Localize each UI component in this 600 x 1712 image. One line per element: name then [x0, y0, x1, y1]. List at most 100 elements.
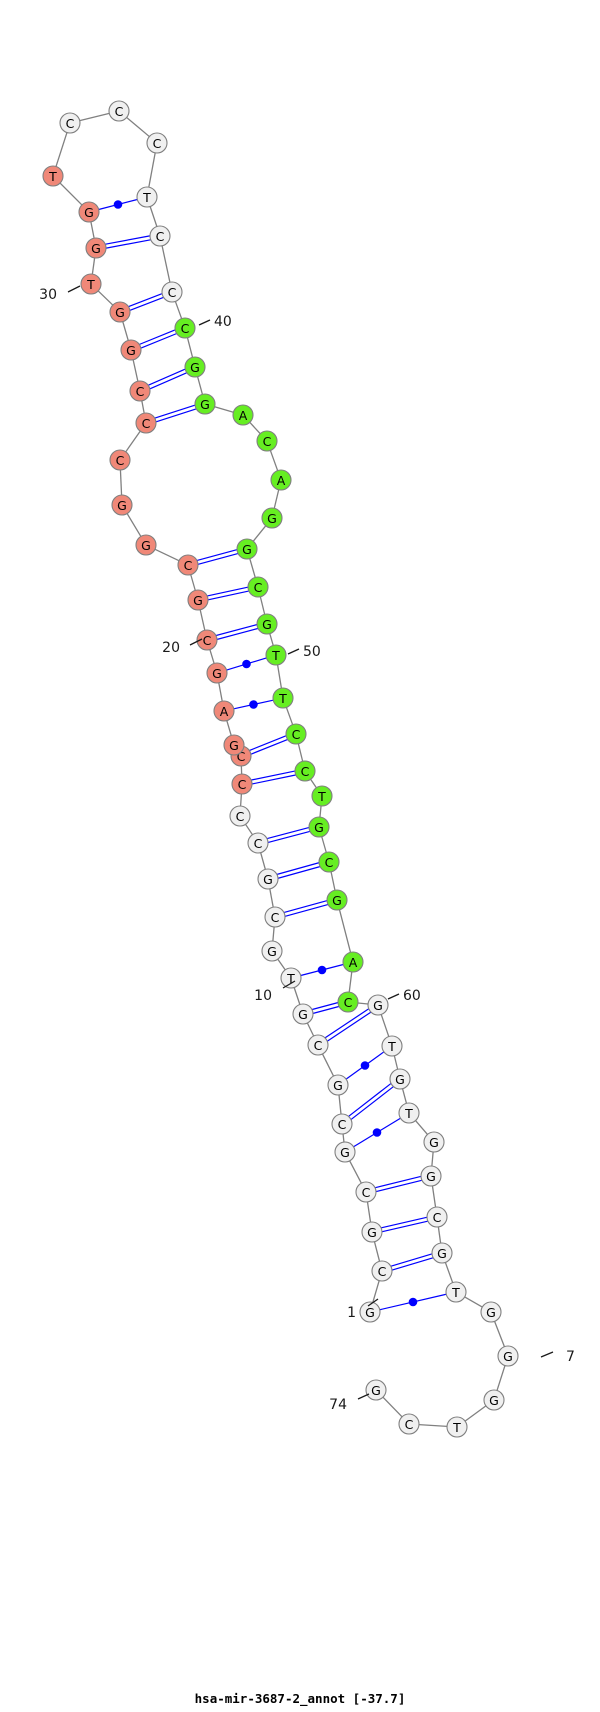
base-node[interactable]: C: [247, 832, 269, 854]
base-letter: G: [117, 498, 127, 513]
backbone-segment: [382, 1396, 403, 1418]
base-circle: [161, 281, 183, 303]
base-node[interactable]: A: [232, 404, 254, 426]
base-letter: C: [338, 1117, 347, 1132]
base-node[interactable]: G: [261, 940, 283, 962]
base-node[interactable]: G: [120, 339, 142, 361]
basepair-line: [198, 552, 239, 565]
base-node[interactable]: G: [257, 868, 279, 890]
base-node[interactable]: A: [342, 951, 364, 973]
base-node[interactable]: G: [334, 1141, 356, 1163]
base-node[interactable]: C: [331, 1113, 353, 1135]
basepair-line: [196, 549, 237, 562]
base-node[interactable]: G: [327, 1074, 349, 1096]
position-label: 10: [254, 980, 296, 1004]
base-node[interactable]: G: [109, 301, 131, 323]
wobble-pair-dot: [113, 200, 123, 209]
base-node[interactable]: G: [389, 1068, 411, 1090]
base-node[interactable]: T: [136, 186, 158, 208]
base-node[interactable]: C: [337, 991, 359, 1013]
base-node[interactable]: C: [285, 723, 307, 745]
base-letter: C: [156, 229, 165, 244]
base-node[interactable]: T: [311, 785, 333, 807]
base-node[interactable]: G: [261, 507, 283, 529]
base-node[interactable]: T: [272, 687, 294, 709]
base-node[interactable]: C: [247, 576, 269, 598]
base-node[interactable]: C: [161, 281, 183, 303]
base-node[interactable]: G: [78, 201, 100, 223]
base-node[interactable]: C: [318, 851, 340, 873]
base-node[interactable]: C: [59, 112, 81, 134]
base-node[interactable]: G: [367, 994, 389, 1016]
base-node[interactable]: G: [326, 889, 348, 911]
base-node[interactable]: G: [292, 1003, 314, 1025]
base-node[interactable]: G: [497, 1345, 519, 1367]
base-node[interactable]: C: [264, 906, 286, 928]
base-node[interactable]: C: [307, 1034, 329, 1056]
base-node[interactable]: C: [256, 430, 278, 452]
base-node[interactable]: G: [85, 237, 107, 259]
base-node[interactable]: T: [398, 1102, 420, 1124]
base-node[interactable]: T: [445, 1281, 467, 1303]
base-circle: [59, 112, 81, 134]
backbone-segment: [306, 1022, 315, 1037]
base-node[interactable]: G: [483, 1389, 505, 1411]
base-node[interactable]: C: [229, 805, 251, 827]
base-letter: C: [181, 321, 190, 336]
base-node[interactable]: C: [177, 554, 199, 576]
position-tick: [67, 285, 81, 293]
base-node[interactable]: C: [108, 100, 130, 122]
base-node[interactable]: C: [294, 760, 316, 782]
base-node[interactable]: C: [146, 132, 168, 154]
base-node[interactable]: G: [431, 1242, 453, 1264]
backbone-segment: [418, 1423, 448, 1428]
base-node[interactable]: A: [270, 469, 292, 491]
base-node[interactable]: G: [236, 538, 258, 560]
backbone-segment: [464, 1405, 487, 1422]
basepair-line: [285, 903, 329, 917]
basepair-line: [267, 827, 309, 840]
base-node[interactable]: C: [231, 773, 253, 795]
base-node[interactable]: G: [365, 1379, 387, 1401]
base-node[interactable]: T: [381, 1035, 403, 1057]
basepair-watson-crick: [196, 549, 239, 565]
base-node[interactable]: A: [213, 700, 235, 722]
backbone-segment: [245, 823, 253, 836]
base-node[interactable]: C: [135, 412, 157, 434]
base-node[interactable]: C: [109, 449, 131, 471]
base-node[interactable]: C: [196, 629, 218, 651]
base-node[interactable]: G: [359, 1301, 381, 1323]
basepair-line: [391, 1257, 434, 1271]
base-letter: G: [126, 343, 136, 358]
base-node[interactable]: G: [361, 1221, 383, 1243]
base-node[interactable]: G: [206, 662, 228, 684]
base-node[interactable]: C: [355, 1181, 377, 1203]
base-node[interactable]: G: [135, 534, 157, 556]
backbone-segment: [149, 206, 158, 227]
base-circle: [326, 889, 348, 911]
base-node[interactable]: G: [423, 1131, 445, 1153]
base-node[interactable]: T: [42, 165, 64, 187]
base-node[interactable]: T: [280, 967, 302, 989]
base-node[interactable]: G: [308, 816, 330, 838]
base-node[interactable]: G: [420, 1165, 442, 1187]
base-node[interactable]: G: [256, 613, 278, 635]
base-node[interactable]: C: [398, 1413, 420, 1435]
base-node[interactable]: G: [184, 356, 206, 378]
base-node[interactable]: T: [446, 1416, 468, 1438]
base-node[interactable]: T: [80, 273, 102, 295]
base-node[interactable]: G: [194, 393, 216, 415]
base-node[interactable]: G: [111, 494, 133, 516]
base-node[interactable]: G: [480, 1301, 502, 1323]
base-node[interactable]: C: [129, 380, 151, 402]
base-node[interactable]: T: [265, 644, 287, 666]
base-node[interactable]: C: [371, 1260, 393, 1282]
base-node[interactable]: C: [426, 1206, 448, 1228]
base-node[interactable]: G: [223, 734, 245, 756]
base-node[interactable]: G: [187, 589, 209, 611]
base-node[interactable]: C: [149, 225, 171, 247]
backbone-segment: [437, 1226, 442, 1244]
base-node[interactable]: C: [174, 317, 196, 339]
